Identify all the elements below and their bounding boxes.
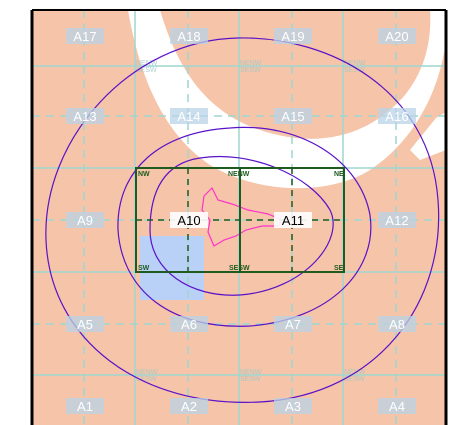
faint-sesw-label: SESW xyxy=(136,67,157,74)
cell-label-bg xyxy=(378,398,416,414)
cell-label-a7[interactable]: A7 xyxy=(285,317,301,332)
cell-label-a16[interactable]: A16 xyxy=(385,109,408,124)
cell-labels: A17 A18 A19 A20 A13 A14 A15 A16 A9 A10 A… xyxy=(66,28,416,414)
cell-label-a4[interactable]: A4 xyxy=(389,399,405,414)
faint-nenw-label: NENW xyxy=(344,60,366,67)
corner-sw-label: SW xyxy=(138,265,150,272)
cell-label-bg xyxy=(274,212,312,228)
cell-label-a15[interactable]: A15 xyxy=(281,109,304,124)
cell-label-a6[interactable]: A6 xyxy=(181,317,197,332)
cell-label-bg xyxy=(274,316,312,332)
cell-label-bg xyxy=(274,398,312,414)
cell-label-a8[interactable]: A8 xyxy=(389,317,405,332)
cell-label-a5[interactable]: A5 xyxy=(77,317,93,332)
cell-label-bg xyxy=(170,212,208,228)
cell-label-bg xyxy=(66,108,104,124)
faint-sesw-label: SESW xyxy=(240,376,261,383)
cell-label-bg xyxy=(378,316,416,332)
cell-label-a10[interactable]: A10 xyxy=(177,213,200,228)
contour-core[interactable] xyxy=(201,186,283,247)
corner-sesw-label: SESW xyxy=(229,265,250,272)
corner-nw-label: NW xyxy=(138,171,150,178)
cell-label-a17[interactable]: A17 xyxy=(73,29,96,44)
faint-grid-labels: NENW SESW NENW SESW NENW SESW NENW SESW … xyxy=(136,60,366,383)
cell-label-bg xyxy=(66,28,104,44)
faint-sesw-label: SESW xyxy=(344,376,365,383)
cell-label-bg xyxy=(66,398,104,414)
cell-label-bg xyxy=(170,108,208,124)
cell-label-a18[interactable]: A18 xyxy=(177,29,200,44)
faint-sesw-label: SESW xyxy=(136,376,157,383)
cell-label-a1[interactable]: A1 xyxy=(77,399,93,414)
cell-label-a12[interactable]: A12 xyxy=(385,213,408,228)
blue-zone xyxy=(140,236,204,300)
road-spur xyxy=(410,112,446,160)
faint-nenw-label: NENW xyxy=(136,369,158,376)
cell-label-bg xyxy=(274,108,312,124)
cell-label-a11[interactable]: A11 xyxy=(282,213,304,228)
cell-label-bg xyxy=(170,398,208,414)
cell-label-bg xyxy=(274,28,312,44)
faint-nenw-label: NENW xyxy=(136,60,158,67)
cell-label-a20[interactable]: A20 xyxy=(385,29,408,44)
cell-label-bg xyxy=(66,316,104,332)
faint-sesw-label: SESW xyxy=(344,67,365,74)
contour-inner xyxy=(149,155,334,296)
faint-sesw-label: SESW xyxy=(240,67,261,74)
faint-nenw-label: NENW xyxy=(240,369,262,376)
cell-label-bg xyxy=(378,212,416,228)
contour-mid xyxy=(117,126,372,327)
cell-label-bg xyxy=(378,108,416,124)
faint-nenw-label: NENW xyxy=(240,60,262,67)
corner-ne-label: NE xyxy=(334,171,344,178)
cell-label-a14[interactable]: A14 xyxy=(177,109,200,124)
cell-label-a13[interactable]: A13 xyxy=(73,109,96,124)
cell-label-bg xyxy=(170,316,208,332)
cell-label-a3[interactable]: A3 xyxy=(285,399,301,414)
cell-label-bg xyxy=(66,212,104,228)
cell-label-a2[interactable]: A2 xyxy=(181,399,197,414)
cell-label-a9[interactable]: A9 xyxy=(77,213,93,228)
cell-label-bg xyxy=(170,28,208,44)
selection-corner-labels: NW NENW NE SW SESW SE xyxy=(138,171,344,272)
road-curve xyxy=(128,10,446,189)
corner-se-label: SE xyxy=(334,265,344,272)
cell-label-a19[interactable]: A19 xyxy=(281,29,304,44)
corner-nenw-label: NENW xyxy=(228,171,250,178)
cell-label-bg xyxy=(378,28,416,44)
